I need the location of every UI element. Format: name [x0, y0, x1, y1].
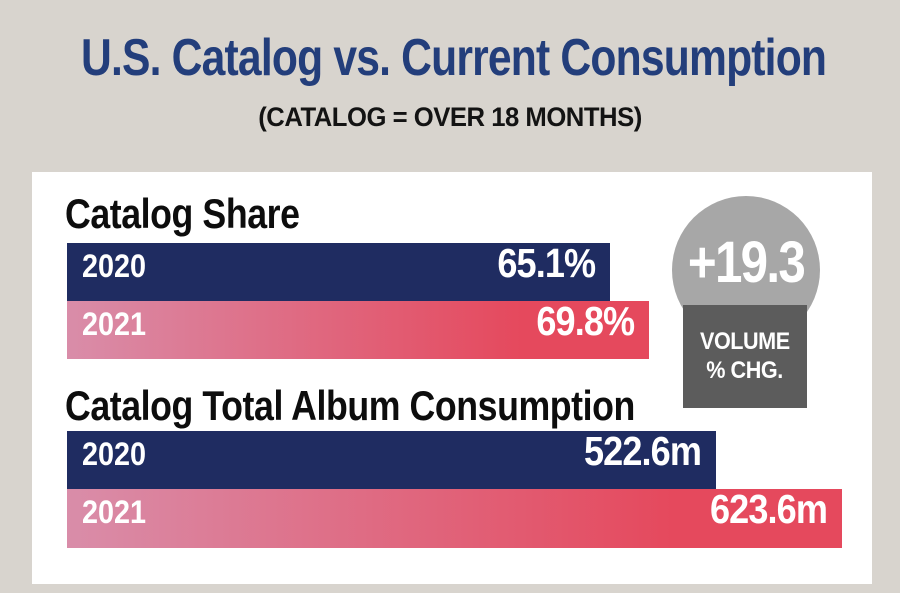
- bar-value-label: 65.1%: [497, 240, 596, 286]
- bar-value-label: 522.6m: [583, 428, 702, 474]
- chart-card: Catalog Share 2020 65.1% 2021 69.8% Cata…: [32, 172, 872, 584]
- bar-year-label: 2021: [82, 494, 147, 530]
- volume-change-label-line2: % CHG.: [706, 356, 784, 384]
- bar-catalog-consumption-2021: 2021 623.6m: [67, 489, 842, 548]
- bar-value-label: 69.8%: [536, 298, 635, 344]
- bar-catalog-share-2021: 2021 69.8%: [67, 301, 649, 359]
- bar-catalog-share-2020: 2020 65.1%: [67, 243, 610, 301]
- bar-catalog-consumption-2020: 2020 522.6m: [67, 431, 716, 489]
- bar-year-label: 2020: [82, 436, 147, 472]
- volume-change-label-line1: VOLUME: [700, 327, 790, 355]
- volume-change-label-box: VOLUME % CHG.: [683, 305, 807, 408]
- catalog-share-title: Catalog Share: [65, 190, 300, 237]
- volume-change-value: +19.3: [687, 230, 806, 295]
- bar-year-label: 2020: [82, 248, 147, 284]
- catalog-consumption-title: Catalog Total Album Consumption: [65, 382, 635, 429]
- page-subtitle: (CATALOG = OVER 18 MONTHS): [258, 102, 642, 132]
- bar-value-label: 623.6m: [709, 486, 828, 532]
- bar-year-label: 2021: [82, 306, 147, 342]
- page-title: U.S. Catalog vs. Current Consumption: [81, 29, 827, 87]
